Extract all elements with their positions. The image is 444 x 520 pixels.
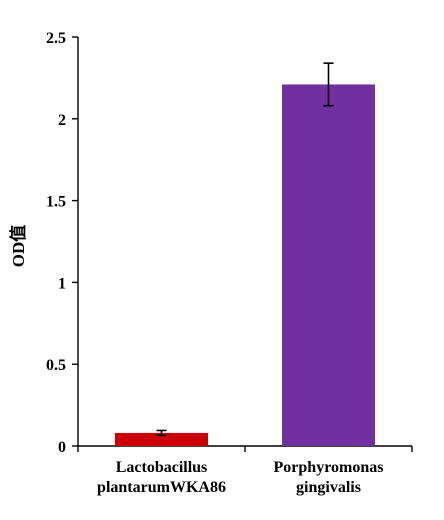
- error-bars: [156, 62, 334, 437]
- category-labels: Lactobacillus plantarumWKA86 Porphyromonas…: [97, 459, 383, 496]
- x-category-label: Lactobacillus: [116, 459, 208, 476]
- y-tick-label: 1: [58, 275, 66, 292]
- y-axis: 0 0.5 1 1.5 2 2.5: [46, 30, 79, 456]
- y-tick-label: 2.5: [46, 30, 66, 47]
- x-category-label: plantarumWKA86: [97, 479, 226, 496]
- y-tick-label: 2: [58, 112, 66, 129]
- y-tick-label: 0: [58, 439, 66, 456]
- y-tick-label: 1.5: [46, 194, 66, 211]
- x-category-label: Porphyromonas: [274, 459, 384, 476]
- bar: [115, 432, 208, 446]
- x-category-label: gingivalis: [296, 479, 361, 496]
- bar: [282, 84, 375, 446]
- y-tick-label: 0.5: [46, 357, 66, 374]
- x-axis: [77, 445, 413, 452]
- bars: [115, 84, 375, 446]
- y-axis-label: OD值: [8, 225, 28, 268]
